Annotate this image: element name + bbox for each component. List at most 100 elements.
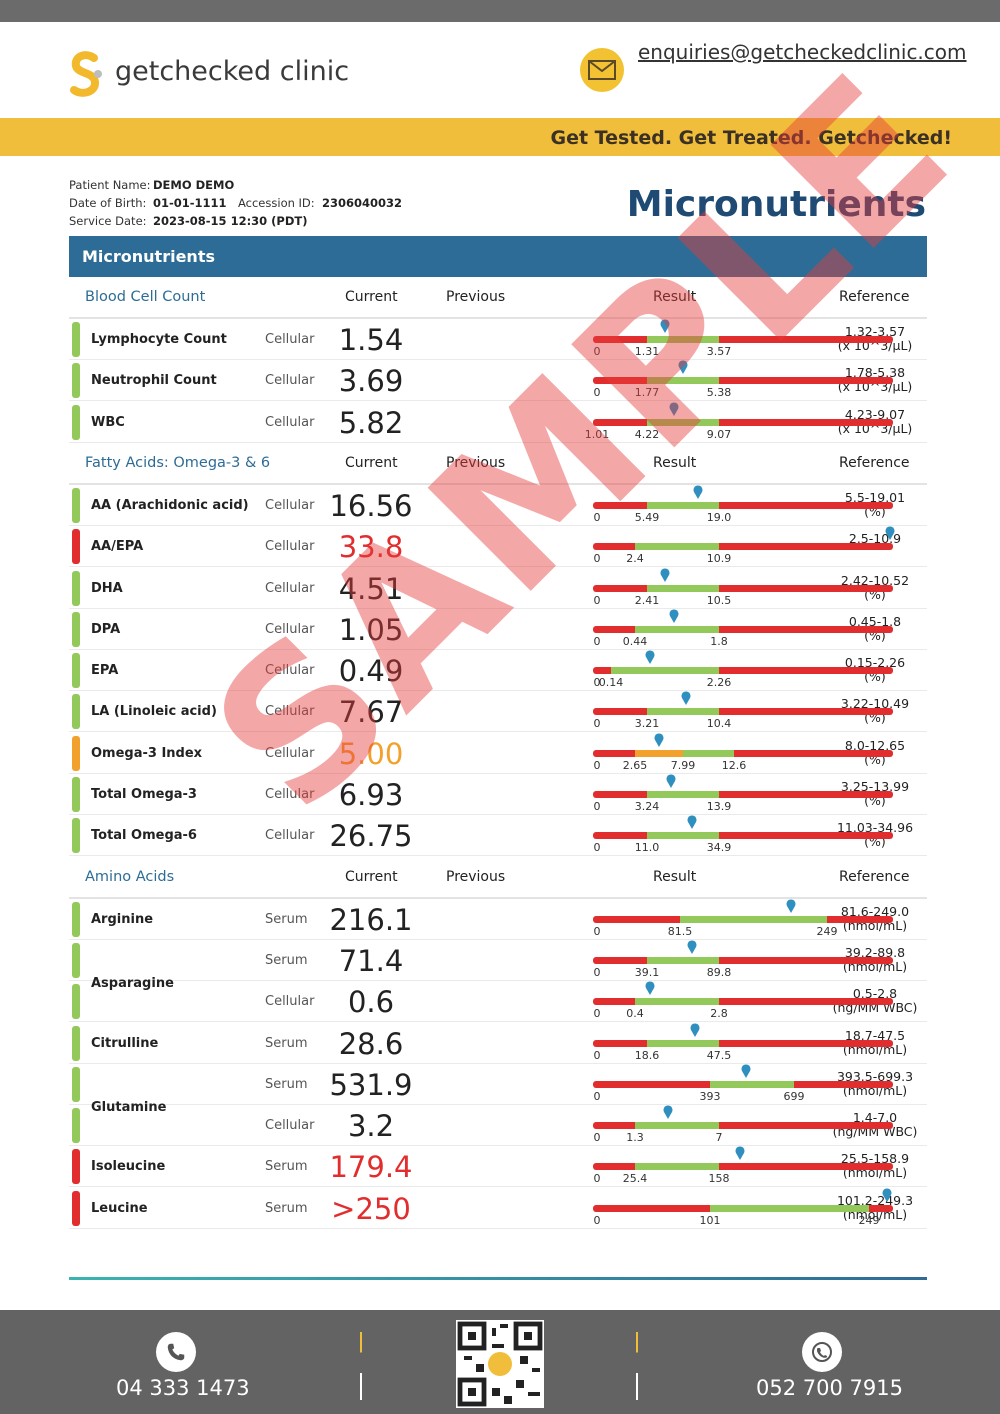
tick-label: 0 bbox=[594, 966, 601, 979]
result-marker-icon bbox=[687, 815, 697, 830]
sample-type: Cellular bbox=[265, 414, 315, 430]
tick-label: 3.24 bbox=[635, 800, 660, 813]
col-previous: Previous bbox=[446, 289, 506, 305]
footer: 04 333 1473 052 700 7915 bbox=[0, 1310, 1000, 1414]
brand-name: getchecked clinic bbox=[115, 56, 350, 87]
tick-label: 0.4 bbox=[626, 1007, 644, 1020]
status-flag bbox=[72, 529, 80, 565]
range-bar: 0 3.24 13.9 bbox=[593, 774, 893, 813]
reference-range-value: 8.0-12.65 bbox=[844, 737, 906, 753]
range-bar: 0 2.41 10.5 bbox=[593, 567, 893, 607]
section-banner: Micronutrients bbox=[69, 236, 927, 277]
reference-range-value: 4.23-9.07 bbox=[844, 406, 906, 422]
reference-range-value: 0.15-2.26 bbox=[844, 655, 906, 671]
bar-normal-range bbox=[647, 708, 719, 716]
col-reference: Reference bbox=[839, 454, 910, 471]
current-value: 0.49 bbox=[338, 654, 404, 689]
tick-label: 0 bbox=[594, 925, 601, 938]
bar-low-high bbox=[593, 708, 893, 716]
range-bar: 0 81.5 249 bbox=[593, 899, 893, 938]
table-row: Total Omega-3 Cellular 6.93 3.25-13.99 (%) 0 3… bbox=[69, 774, 927, 815]
range-bar: 0 39.1 89.8 bbox=[593, 940, 893, 979]
tick-label: 158 bbox=[709, 1172, 730, 1185]
sample-type: Cellular bbox=[265, 828, 315, 844]
whatsapp-icon[interactable] bbox=[802, 1332, 842, 1372]
section-title: Fatty Acids: Omega-3 & 6 bbox=[85, 454, 271, 471]
phone-number-1[interactable]: 04 333 1473 bbox=[116, 1376, 250, 1400]
bar-normal-range bbox=[647, 1039, 719, 1047]
current-value: 71.4 bbox=[338, 943, 404, 978]
tick-label: 1.31 bbox=[635, 345, 660, 358]
clinic-logo-icon bbox=[70, 51, 102, 97]
bar-normal-range bbox=[647, 501, 719, 509]
page-title: Micronutrients bbox=[626, 184, 926, 225]
col-reference: Reference bbox=[839, 289, 910, 305]
range-bar: 0 2.65 7.99 12.6 bbox=[593, 733, 893, 772]
result-marker-icon bbox=[663, 1105, 673, 1120]
bar-low-high bbox=[593, 377, 893, 385]
service-date-label: Service Date: bbox=[69, 214, 147, 228]
bar-borderline-range bbox=[635, 749, 683, 757]
bar-low-high bbox=[593, 418, 893, 426]
col-previous: Previous bbox=[446, 454, 506, 471]
sample-type: Cellular bbox=[265, 994, 315, 1010]
sample-type: Serum bbox=[265, 911, 308, 927]
top-strip bbox=[0, 0, 1000, 22]
analyte-name: AA/EPA bbox=[91, 539, 144, 555]
bar-normal-range bbox=[635, 998, 719, 1006]
tick-label: 0 bbox=[594, 552, 601, 565]
sample-type: Cellular bbox=[265, 580, 315, 596]
table-row: Arginine Serum 216.1 81.6-249.0 (nmol/mL) 0 81… bbox=[69, 899, 927, 940]
current-value: 28.6 bbox=[338, 1026, 404, 1061]
phone-number-2[interactable]: 052 700 7915 bbox=[756, 1376, 903, 1400]
sample-type: Cellular bbox=[265, 1118, 315, 1134]
tick-label: 9.07 bbox=[707, 428, 732, 441]
reference-range-value: 1.78-5.38 bbox=[844, 365, 906, 381]
tick-label: 1.77 bbox=[635, 386, 660, 399]
sample-type: Serum bbox=[265, 1200, 308, 1216]
analyte-name: Total Omega-6 bbox=[91, 828, 197, 844]
tick-label: 5.49 bbox=[635, 511, 660, 524]
reference-range-value: 11.03-34.96 bbox=[836, 820, 914, 836]
range-bar: 0 0.4 2.8 bbox=[593, 981, 893, 1020]
reference-range-value: 3.25-13.99 bbox=[840, 779, 910, 794]
tick-label: 34.9 bbox=[707, 841, 732, 854]
range-bar: 0 2.4 10.9 bbox=[593, 526, 895, 565]
tick-label: 25.4 bbox=[623, 1172, 648, 1185]
tick-label: 4.22 bbox=[635, 428, 660, 441]
table-row: WBC Cellular 5.82 4.23-9.07 (x 10^3/μL) 1.01 4… bbox=[69, 402, 927, 443]
tick-label: 0 bbox=[594, 676, 601, 689]
bar-normal-range bbox=[647, 584, 719, 592]
reference-range-value: 0.5-2.8 bbox=[852, 986, 898, 1002]
current-value: 7.67 bbox=[338, 695, 404, 730]
result-marker-icon bbox=[735, 1146, 745, 1161]
tick-label: 89.8 bbox=[707, 966, 732, 979]
dob-value: 01-01-1111 bbox=[153, 196, 227, 210]
mail-icon[interactable] bbox=[580, 48, 624, 92]
email-link[interactable]: enquiries@getcheckedclinic.com bbox=[638, 40, 967, 64]
col-current: Current bbox=[345, 868, 398, 885]
bar-low-high bbox=[593, 832, 893, 840]
range-bar: 0 11.0 34.9 bbox=[593, 815, 893, 854]
range-bar: 0 5.49 19.0 bbox=[593, 485, 893, 524]
result-marker-icon bbox=[741, 1064, 751, 1078]
analyte-name: Glutamine bbox=[91, 1099, 167, 1115]
tick-label: 10.9 bbox=[707, 552, 732, 565]
status-flag bbox=[72, 1190, 80, 1226]
tick-label: 18.6 bbox=[635, 1049, 660, 1062]
status-flag bbox=[72, 694, 80, 730]
analyte-name: Lymphocyte Count bbox=[91, 332, 227, 347]
phone-icon[interactable] bbox=[156, 1332, 196, 1372]
tick-label: 0.44 bbox=[623, 635, 648, 648]
sample-type: Cellular bbox=[265, 745, 315, 761]
result-marker-icon bbox=[678, 360, 688, 375]
tick-label: 0 bbox=[594, 841, 601, 854]
header: getchecked clinic enquiries@getcheckedcl… bbox=[0, 22, 1000, 118]
qr-code[interactable] bbox=[456, 1320, 544, 1408]
range-bar: 0 3.21 10.4 bbox=[593, 691, 893, 730]
tagline: Get Tested. Get Treated. Getchecked! bbox=[550, 127, 952, 149]
reference-range-value: 25.5-158.9 bbox=[840, 1151, 910, 1167]
col-reference: Reference bbox=[839, 868, 910, 885]
tick-label: 2.8 bbox=[710, 1007, 728, 1020]
analyte-name: Total Omega-3 bbox=[91, 787, 197, 802]
